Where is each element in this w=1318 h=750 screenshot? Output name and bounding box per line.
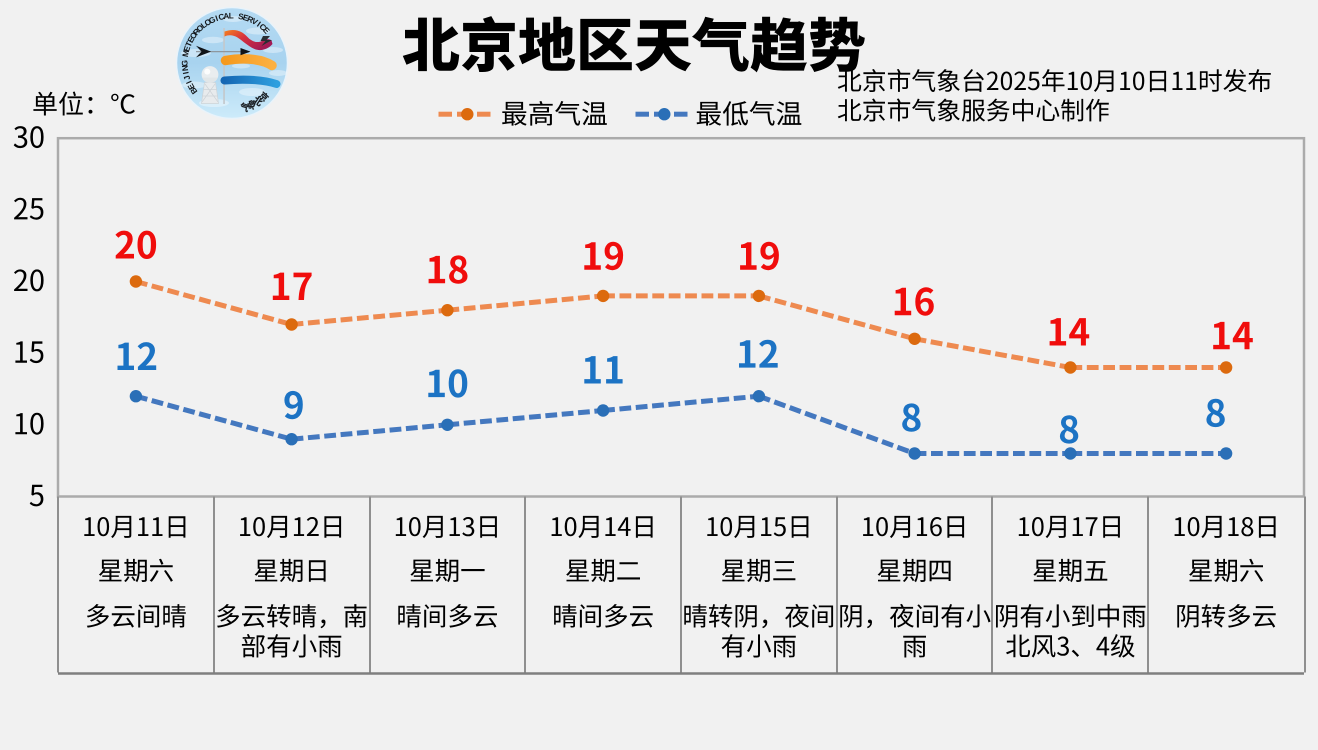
svg-text:R: R [246, 14, 255, 25]
svg-text:A: A [223, 11, 230, 21]
svg-text:I: I [255, 20, 262, 29]
svg-text:E: E [182, 44, 192, 52]
svg-text:M: M [181, 49, 191, 58]
svg-text:J: J [182, 74, 192, 81]
svg-text:E: E [186, 35, 197, 45]
svg-text:I: I [185, 79, 194, 85]
svg-text:C: C [257, 22, 267, 33]
svg-text:T: T [184, 40, 194, 48]
svg-text:I: I [214, 14, 219, 23]
svg-text:O: O [188, 30, 199, 41]
svg-text:L: L [199, 20, 208, 30]
svg-text:R: R [191, 27, 202, 37]
svg-text:N: N [181, 65, 191, 72]
svg-text:L: L [229, 11, 234, 20]
svg-text:C: C [218, 12, 226, 22]
svg-text:G: G [180, 60, 189, 66]
svg-text:E: E [186, 81, 197, 91]
svg-text:E: E [261, 26, 272, 37]
svg-text:O: O [195, 23, 206, 34]
svg-text:G: G [207, 15, 217, 26]
svg-text:B: B [189, 86, 200, 96]
svg-text:I: I [181, 71, 190, 75]
svg-text:E: E [242, 13, 250, 23]
svg-text:O: O [203, 17, 214, 28]
svg-text:V: V [250, 17, 260, 28]
svg-text:S: S [237, 12, 245, 22]
